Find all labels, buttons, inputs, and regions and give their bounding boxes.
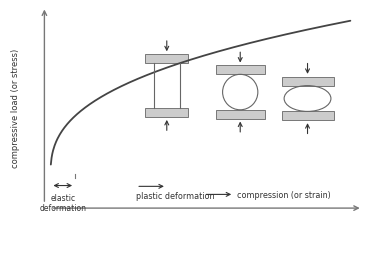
Bar xyxy=(145,55,188,64)
Bar xyxy=(282,77,333,86)
Bar xyxy=(145,109,188,118)
Text: compressive load (or stress): compressive load (or stress) xyxy=(11,49,20,167)
Text: plastic deformation: plastic deformation xyxy=(136,192,215,200)
Bar xyxy=(216,110,265,119)
Text: compression (or strain): compression (or strain) xyxy=(237,190,331,199)
Text: elastic
deformation: elastic deformation xyxy=(39,193,86,212)
Bar xyxy=(216,66,265,75)
Bar xyxy=(282,112,333,121)
